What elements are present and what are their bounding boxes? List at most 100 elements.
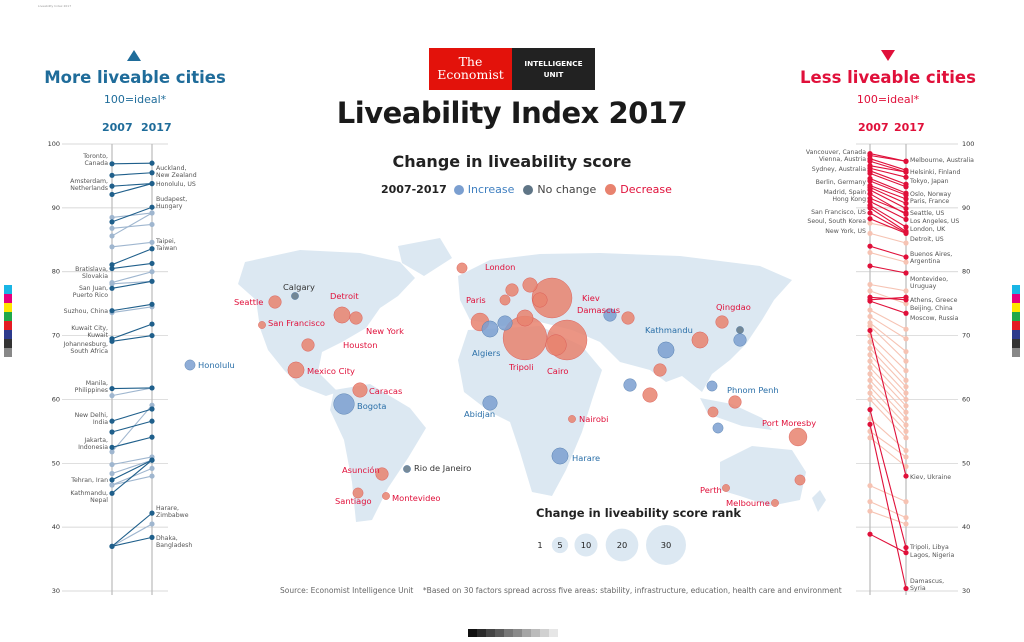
point-2017 [903,415,909,422]
city-label-2007: Seoul, South Korea [807,218,866,225]
point-2017 [903,254,909,260]
point-2017 [149,301,155,307]
slope-line [869,218,907,234]
point-2007 [109,385,115,392]
point-2017 [149,210,155,216]
city-label: Cairo [547,366,569,376]
point-2007 [867,371,873,377]
city-bubble [733,333,747,347]
y-tick-label: 60 [52,395,60,403]
chart-subtitle: Change in liveability score [392,152,632,171]
city-label-2017: Damascus, [910,578,944,585]
slope-line [869,309,907,330]
city-bubble-phnom-penh [706,380,718,392]
point-2007 [867,345,873,351]
down-triangle-icon [881,50,895,61]
point-2017 [903,544,909,551]
city-bubble [623,378,637,392]
point-2017 [903,499,909,505]
city-label-2017: Harare, [156,505,179,512]
increase-swatch-icon [453,184,464,195]
more-liveable-slope-chart: 100 90 80 70 60 50 40 30 Toronto,Canada Amsterdam… [48,140,197,595]
slope-line [111,420,153,433]
slope-line [111,172,153,176]
city-bubble [456,262,468,274]
city-label: New York [366,326,404,336]
legend-decrease: Decrease [620,183,672,196]
y-tick-label: 60 [962,395,970,403]
point-2017 [903,585,909,592]
color-bar-left [4,285,12,357]
point-2017 [903,348,909,355]
point-2007 [109,244,115,250]
city-label: London [485,262,515,272]
y-tick-label: 80 [962,268,970,276]
slope-line [111,459,153,481]
city-label: Kathmandu [645,325,693,335]
point-2017 [149,473,155,479]
point-2007 [109,477,115,483]
point-2007 [867,288,873,294]
point-2017 [903,384,909,390]
slope-line [111,459,153,475]
slope-line [111,183,153,195]
slope-line [869,330,907,477]
point-2007 [109,183,115,189]
point-2017 [903,473,909,479]
point-2017 [149,204,155,210]
slope-line [869,322,907,352]
city-label: Calgary [283,282,315,292]
right-ideal-note: 100=ideal* [856,93,920,106]
size-legend-value: 10 [581,540,592,550]
city-bubble-montevideo [382,492,390,500]
point-2007 [867,531,873,537]
point-2017 [149,418,155,424]
point-2017 [903,368,909,374]
y-tick-label: 80 [52,268,60,276]
point-2007 [109,233,115,239]
slope-line [111,306,153,314]
point-2017 [149,278,155,284]
slope-line [869,386,907,426]
point-2007 [867,508,873,514]
city-label-2007: Amsterdam, [70,178,108,185]
city-label-2007: New Delhi, [75,412,108,419]
slope-line [869,296,907,301]
slope-line [869,335,907,372]
point-2007 [867,198,873,205]
point-2017 [149,402,155,408]
point-2007 [867,390,873,396]
city-label: Algiers [472,348,500,358]
point-2007 [867,313,873,320]
point-2007 [867,263,873,269]
footnote: *Based on 30 factors spread across five … [422,586,842,595]
point-2017 [149,457,155,463]
slope-line [869,533,907,554]
point-2017 [903,205,909,212]
slope-line [869,341,907,381]
city-bubble [794,474,806,486]
point-2007 [109,191,115,198]
city-label-2007: Vancouver, Canada [806,149,866,156]
city-label: Houston [343,340,377,350]
slope-line [111,459,153,494]
city-label-2017: Bangladesh [156,542,192,549]
point-2007 [109,490,115,496]
y-tick-label: 90 [962,204,970,212]
slope-line [111,212,153,237]
city-label-2017: Argentina [910,258,940,265]
size-legend-value: 30 [661,540,672,550]
point-2017 [903,288,909,294]
economist-logo: The Economist INTELLIGENCE UNIT [429,48,595,90]
point-2007 [867,339,873,345]
point-2007 [867,384,873,390]
y-tick-label: 90 [52,204,60,212]
slope-line [111,323,153,340]
city-label-2017: Los Angeles, US [910,218,959,225]
point-2007 [867,396,873,403]
point-2007 [109,161,115,167]
point-2017 [149,534,155,540]
city-bubble-caracas [352,382,368,398]
slope-line [869,200,907,220]
logo-unit: UNIT [543,70,564,79]
